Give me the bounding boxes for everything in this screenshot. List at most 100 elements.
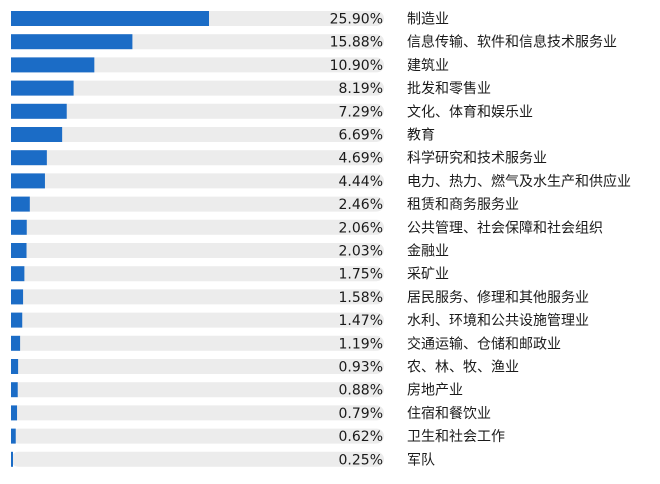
category-label: 军队 — [407, 452, 435, 468]
value-label: 7.29% — [339, 104, 383, 120]
bar — [11, 289, 24, 305]
bar-row: 15.88% 信息传输、软件和信息技术服务业 — [11, 34, 617, 51]
bar-row: 7.29% 文化、体育和娱乐业 — [11, 103, 533, 120]
bar-row: 6.69% 教育 — [11, 127, 435, 144]
value-label: 2.06% — [339, 220, 383, 236]
category-label: 科学研究和技术服务业 — [407, 151, 547, 167]
bar-track — [11, 57, 384, 73]
category-label: 金融业 — [407, 244, 449, 260]
bar-track — [11, 103, 384, 119]
bar-track — [11, 405, 384, 421]
bar-row: 1.75% 采矿业 — [11, 266, 449, 283]
bar — [11, 312, 23, 328]
category-label: 房地产业 — [407, 383, 463, 399]
bar-row: 0.62% 卫生和社会工作 — [11, 428, 505, 445]
bar — [11, 34, 133, 50]
category-label: 农、林、牧、渔业 — [407, 360, 519, 376]
value-label: 0.88% — [339, 383, 383, 399]
bar-row: 2.03% 金融业 — [11, 243, 449, 260]
category-label: 公共管理、社会保障和社会组织 — [407, 220, 603, 236]
bar — [11, 451, 13, 467]
bar — [11, 405, 18, 421]
bar-track — [11, 312, 384, 328]
value-label: 0.25% — [339, 452, 383, 468]
bar-track — [11, 173, 384, 189]
bar — [11, 173, 45, 189]
value-label: 25.90% — [330, 12, 383, 28]
bar-row: 4.44% 电力、热力、燃气及水生产和供应业 — [11, 173, 631, 190]
value-label: 1.58% — [339, 290, 383, 306]
value-label: 1.75% — [339, 267, 383, 283]
bar — [11, 266, 25, 282]
bar-track — [11, 359, 384, 374]
bar — [11, 57, 95, 73]
bar-track — [11, 219, 384, 235]
bar-row: 1.19% 交通运输、仓储和邮政业 — [11, 335, 561, 352]
category-label: 居民服务、修理和其他服务业 — [407, 290, 589, 306]
bar — [11, 219, 27, 235]
value-label: 8.19% — [339, 81, 383, 97]
bar-row: 4.69% 科学研究和技术服务业 — [11, 150, 547, 167]
value-label: 0.79% — [339, 406, 383, 422]
bar — [11, 335, 21, 351]
bar-track — [11, 335, 384, 351]
category-label: 信息传输、软件和信息技术服务业 — [407, 34, 617, 51]
value-label: 0.62% — [339, 429, 383, 445]
bar-row: 0.25% 军队 — [11, 451, 435, 468]
category-label: 批发和零售业 — [407, 81, 491, 97]
bar-track — [11, 196, 384, 212]
category-label: 文化、体育和娱乐业 — [407, 104, 533, 120]
bar-row: 1.47% 水利、环境和公共设施管理业 — [11, 312, 589, 329]
bar-row: 25.90% 制造业 — [11, 11, 449, 28]
bar — [11, 80, 74, 96]
bar-track — [11, 382, 384, 398]
bar-track — [11, 243, 384, 258]
bar — [11, 127, 63, 142]
bar-row: 2.06% 公共管理、社会保障和社会组织 — [11, 219, 603, 236]
bar-track — [11, 80, 384, 96]
value-label: 15.88% — [330, 35, 383, 51]
value-label: 4.44% — [339, 174, 383, 190]
bar — [11, 359, 19, 374]
value-label: 1.47% — [339, 313, 383, 329]
bar-track — [11, 266, 384, 282]
value-label: 2.46% — [339, 197, 383, 213]
value-label: 10.90% — [330, 58, 383, 74]
category-label: 交通运输、仓储和邮政业 — [407, 335, 561, 352]
value-label: 6.69% — [339, 128, 383, 144]
bar-track — [11, 451, 384, 467]
bar-row: 1.58% 居民服务、修理和其他服务业 — [11, 289, 589, 306]
bar-row: 2.46% 租赁和商务服务业 — [11, 196, 519, 213]
bar — [11, 382, 18, 398]
bar — [11, 103, 67, 119]
bar-track — [11, 428, 384, 444]
bar-row: 0.93% 农、林、牧、渔业 — [11, 359, 519, 376]
bar — [11, 428, 16, 444]
category-label: 电力、热力、燃气及水生产和供应业 — [407, 173, 631, 190]
bar-row: 0.79% 住宿和餐饮业 — [11, 405, 491, 422]
value-label: 1.19% — [339, 336, 383, 352]
bar — [11, 150, 47, 166]
bar-track — [11, 127, 384, 142]
value-label: 0.93% — [339, 360, 383, 376]
category-label: 租赁和商务服务业 — [407, 197, 519, 213]
bar — [11, 243, 27, 258]
bar-row: 0.88% 房地产业 — [11, 382, 463, 399]
bar-track — [11, 289, 384, 305]
bar-track — [11, 150, 384, 166]
value-label: 2.03% — [339, 244, 383, 260]
category-label: 水利、环境和公共设施管理业 — [407, 313, 589, 329]
category-label: 采矿业 — [407, 267, 449, 283]
category-label: 教育 — [407, 128, 435, 144]
bar-row: 8.19% 批发和零售业 — [11, 80, 491, 97]
value-label: 4.69% — [339, 151, 383, 167]
bar-row: 10.90% 建筑业 — [11, 57, 449, 74]
bar — [11, 196, 30, 212]
category-label: 建筑业 — [407, 58, 449, 74]
category-label: 住宿和餐饮业 — [407, 405, 491, 422]
category-label: 卫生和社会工作 — [407, 429, 505, 445]
bar — [11, 11, 209, 26]
category-label: 制造业 — [407, 12, 449, 28]
